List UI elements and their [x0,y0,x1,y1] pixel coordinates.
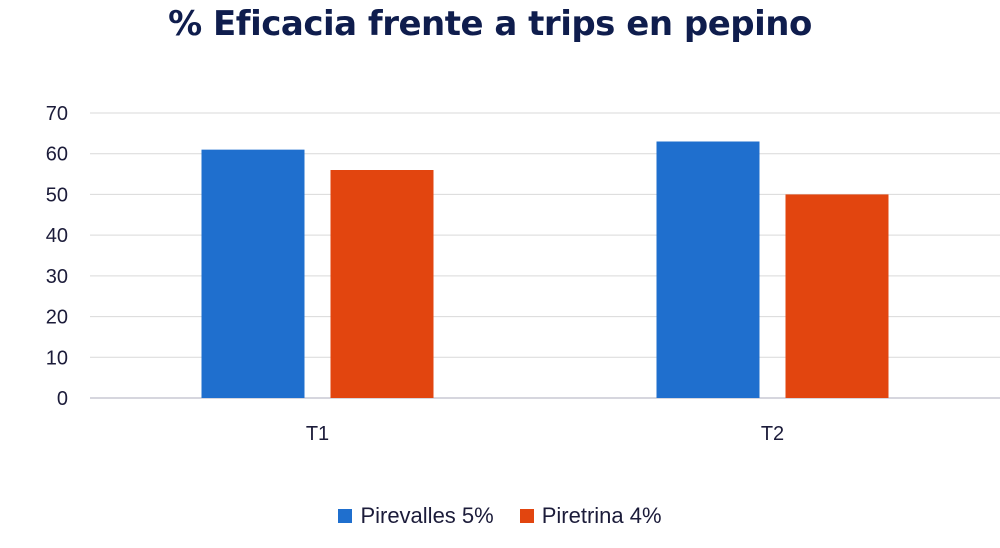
bars [201,141,889,398]
x-category-label: T2 [761,423,784,445]
y-tick-label: 10 [46,347,68,369]
y-tick-label: 50 [46,184,68,206]
legend-label: Piretrina 4% [541,503,662,528]
y-tick-label: 40 [46,225,68,247]
y-tick-label: 30 [46,266,68,288]
legend-label: Pirevalles 5% [360,503,494,528]
bar-t1-series-2 [330,170,434,398]
y-axis-ticks: 0 10 20 30 40 50 60 70 [46,103,68,410]
y-tick-label: 0 [57,388,68,410]
x-category-label: T1 [306,423,329,445]
legend-item: Pirevalles 5% [338,503,494,529]
bar-t1-series-1 [201,149,305,398]
legend-swatch [338,509,353,523]
bar-t2-series-1 [656,141,760,398]
legend: Pirevalles 5% Piretrina 4% [0,503,1000,529]
chart-title: % Eficacia frente a trips en pepino [168,4,812,44]
y-tick-label: 70 [46,103,68,125]
x-axis-categories: T1 T2 [306,423,784,445]
y-tick-label: 60 [46,144,68,166]
legend-item: Piretrina 4% [519,503,662,529]
legend-swatch [519,509,534,523]
bar-t2-series-2 [785,194,889,398]
y-tick-label: 20 [46,307,68,329]
